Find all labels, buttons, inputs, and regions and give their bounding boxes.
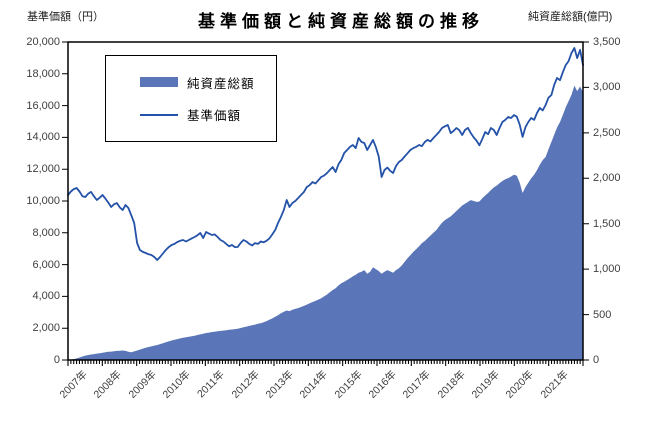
- right-tick-label: 1,000: [593, 263, 621, 276]
- line-swatch: [140, 113, 178, 116]
- right-tick-label: 1,500: [593, 217, 621, 230]
- left-tick-label: 10,000: [26, 195, 60, 207]
- left-tick-label: 0: [53, 354, 60, 366]
- right-tick-label: 3,500: [593, 36, 621, 48]
- left-axis-title: 基準価額（円）: [27, 11, 104, 23]
- right-axis-title: 純資産総額(億円): [528, 11, 613, 23]
- y-axis-ticks: [62, 41, 589, 361]
- right-tick-label: 2,000: [593, 172, 621, 185]
- right-tick-label: 500: [593, 308, 612, 321]
- right-tick-label: 0: [593, 354, 600, 366]
- right-tick-label: 2,500: [593, 126, 621, 139]
- legend: 純資産総額 基準価額: [105, 55, 277, 142]
- right-tick-label: 3,000: [593, 81, 621, 94]
- left-tick-label: 6,000: [32, 258, 60, 271]
- left-tick-label: 4,000: [32, 290, 60, 303]
- legend-entry-assets: 純資産総額: [140, 73, 276, 92]
- left-tick-label: 20,000: [26, 36, 60, 48]
- legend-label: 基準価額: [187, 109, 242, 124]
- legend-label: 純資産総額: [187, 76, 255, 91]
- left-tick-label: 14,000: [26, 131, 60, 144]
- legend-entry-price: 基準価額: [140, 105, 276, 124]
- x-axis-month-ticks: [67, 360, 584, 366]
- left-tick-label: 8,000: [32, 226, 60, 239]
- line-series-price: [67, 47, 584, 261]
- area-series-nav-total: [68, 85, 583, 360]
- area-swatch: [140, 77, 178, 88]
- chart-title: 基準価額と純資産総額の推移: [198, 12, 484, 31]
- left-tick-label: 2,000: [32, 322, 60, 335]
- left-tick-label: 12,000: [26, 163, 60, 176]
- left-tick-label: 16,000: [26, 99, 60, 112]
- left-tick-label: 18,000: [26, 67, 60, 80]
